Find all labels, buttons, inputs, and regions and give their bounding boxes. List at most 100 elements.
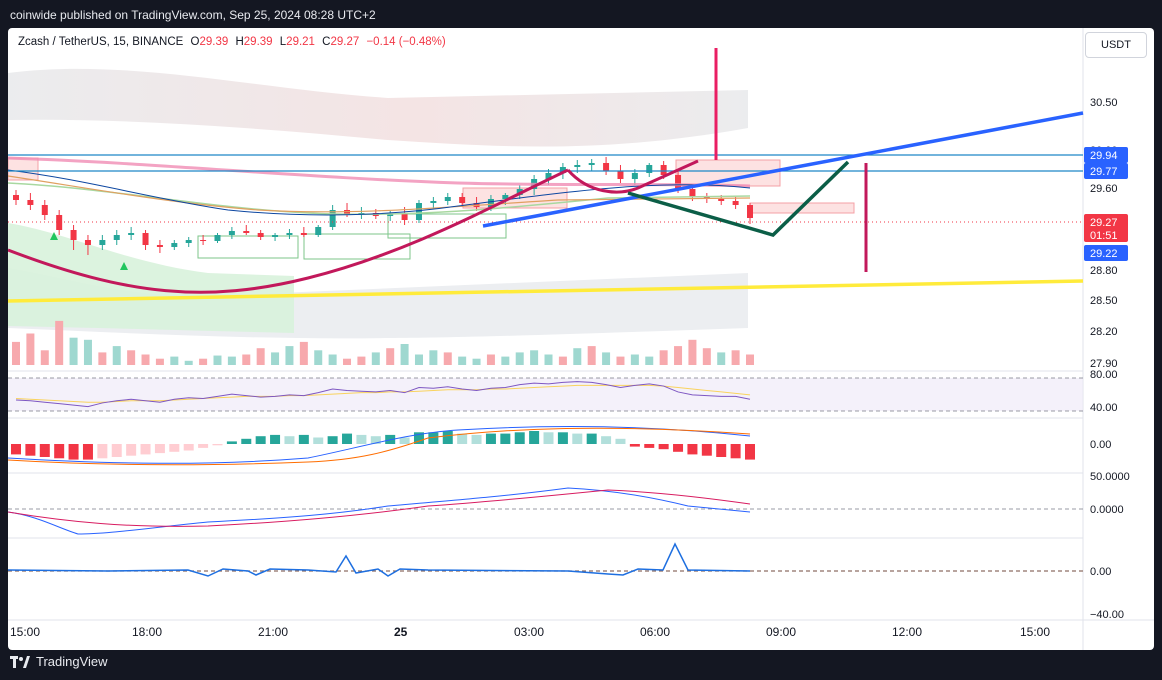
candle-body (401, 214, 408, 220)
candle-body (27, 200, 34, 205)
oscillator-pane (8, 542, 1083, 577)
open-label: O (190, 36, 200, 48)
candle-body (128, 233, 135, 235)
candle-body (156, 245, 163, 247)
macd-histogram-bar (313, 437, 324, 444)
buy-arrow-icon (120, 262, 128, 270)
time-tick-label: 15:00 (10, 625, 40, 639)
price-label-badge (1084, 245, 1128, 261)
candle-body (171, 243, 178, 247)
volume-bar (501, 356, 510, 365)
volume-bar (184, 360, 193, 365)
macd-histogram-bar (327, 436, 338, 444)
time-tick-label: 25 (394, 625, 408, 639)
macd-histogram-bar (413, 432, 424, 444)
change-value: −0.14 (−0.48%) (366, 36, 446, 48)
macd-pane (8, 426, 755, 466)
volume-bar (357, 356, 366, 365)
macd-histogram-bar (601, 436, 612, 444)
volume-bar (458, 356, 467, 365)
candle-body (13, 195, 19, 200)
price-tick-label: 28.50 (1090, 295, 1118, 307)
candle-body (603, 163, 610, 171)
volume-bar (443, 352, 452, 365)
candle-body (387, 214, 394, 216)
oscillator-tick-label: 0.00 (1090, 566, 1111, 578)
candle-body (99, 240, 106, 245)
candle-body (272, 235, 279, 237)
open-value: 29.39 (199, 36, 229, 48)
annotations-layer (8, 48, 1084, 303)
volume-bar (400, 344, 409, 365)
volume-bar (227, 356, 236, 365)
symbol-name[interactable]: Zcash / TetherUS, 15, BINANCE (18, 36, 184, 48)
volume-bar (199, 358, 208, 365)
macd-histogram-bar (39, 444, 50, 457)
macd-histogram-bar (457, 433, 468, 444)
volume-bar (515, 352, 524, 365)
time-tick-label: 09:00 (766, 625, 796, 639)
macd-histogram-bar (126, 444, 137, 456)
candle-body (113, 235, 120, 240)
volume-bar (688, 339, 697, 365)
price-label-badge (1084, 214, 1128, 242)
price-tick-label: 28.20 (1090, 326, 1118, 338)
volume-bar (299, 341, 308, 365)
volume-bar (472, 358, 481, 365)
volume-bar (486, 354, 495, 365)
macd-histogram-bar (428, 432, 439, 444)
macd-histogram-bar (370, 436, 381, 444)
macd-histogram-bar (399, 437, 410, 444)
candle-body (675, 175, 682, 189)
low-value: 29.21 (286, 36, 315, 48)
volume-bar (328, 354, 337, 365)
macd-signal-line (8, 427, 751, 466)
lower-cloud-green (8, 223, 294, 333)
macd-histogram-bar (140, 444, 151, 455)
volume-bar (242, 354, 251, 365)
macd-histogram-bar (586, 433, 597, 444)
macd-tick-label: 0.00 (1090, 439, 1111, 451)
macd-histogram-bar (730, 444, 741, 459)
macd-histogram-bar (169, 444, 180, 452)
projection-path (627, 160, 850, 237)
macd-histogram-bar (557, 432, 568, 444)
price-label-badge (1084, 163, 1128, 179)
volume-bar (26, 333, 35, 365)
macd-histogram-bar (97, 444, 108, 459)
volume-bar (83, 339, 92, 365)
macd-histogram-bar (673, 444, 684, 452)
price-tick-label: 30.50 (1090, 97, 1118, 109)
candle-body (286, 233, 293, 235)
currency-button[interactable]: USDT (1085, 32, 1147, 58)
footer-brand: TradingView (10, 654, 108, 669)
time-tick-label: 18:00 (132, 625, 162, 639)
rsi-band (8, 378, 1083, 411)
background-cloud-layer (8, 68, 855, 339)
macd-histogram-bar (615, 438, 626, 444)
volume-bar (386, 348, 395, 365)
time-axis[interactable]: 15:00 18:00 21:00 25 03:00 06:00 09:00 12:00 15:… (10, 625, 1050, 639)
volume-bar (602, 352, 611, 365)
candle-body (747, 205, 753, 218)
candle-body (646, 165, 653, 173)
volume-bar (69, 337, 78, 365)
macd-histogram-bar (198, 444, 209, 448)
price-axis[interactable]: 30.5029.6028.8028.5028.2027.9030.0029.94… (1084, 97, 1130, 621)
upper-cloud (8, 68, 748, 147)
volume-bar (731, 350, 740, 365)
chart-panel[interactable]: 30.5029.6028.8028.5028.2027.9030.0029.94… (8, 28, 1154, 650)
volume-bar (573, 348, 582, 365)
candle-body (70, 230, 77, 240)
candle-body (228, 231, 235, 235)
macd-histogram-bar (255, 436, 266, 444)
candle-body (344, 210, 351, 215)
chart-canvas[interactable]: 30.5029.6028.8028.5028.2027.9030.0029.94… (8, 28, 1154, 650)
momentum-fast-line (8, 487, 751, 535)
macd-histogram-bar (745, 444, 755, 460)
candle-body (315, 227, 322, 235)
oscillator-tick-label: −40.00 (1090, 609, 1124, 621)
tradingview-logo-icon (10, 655, 30, 668)
close-label: C (322, 36, 331, 48)
macd-histogram-bar (485, 433, 496, 444)
